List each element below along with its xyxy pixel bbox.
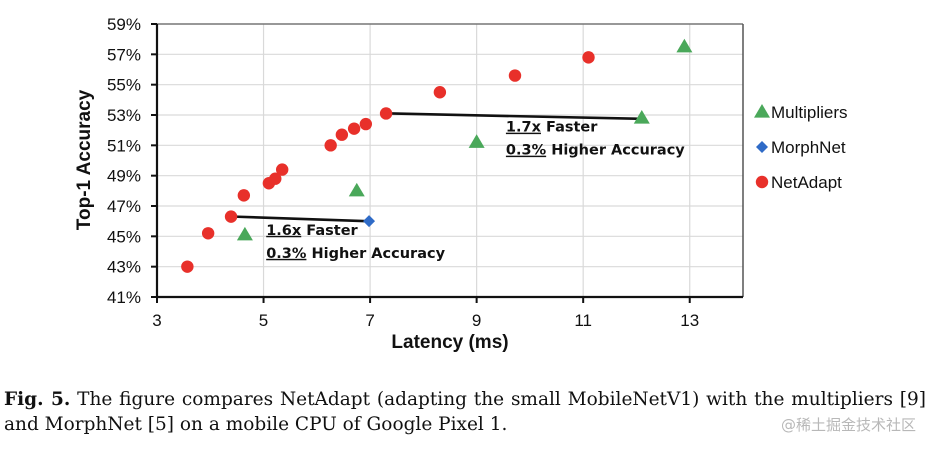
annotation-accuracy: 0.3% Higher Accuracy bbox=[266, 246, 445, 262]
y-tick-label: 45% bbox=[107, 227, 141, 246]
annotation-speedup-text: Faster bbox=[541, 120, 598, 136]
netadapt-point bbox=[275, 163, 289, 176]
annotation-speedup-value: 1.6x bbox=[266, 223, 302, 239]
x-tick-label: 13 bbox=[680, 311, 699, 330]
x-axis: 3 5 7 9 11 13 bbox=[152, 297, 699, 330]
annotation-accuracy-value: 0.3% bbox=[266, 246, 307, 262]
multipliers-legend-marker bbox=[754, 104, 770, 118]
netadapt-point bbox=[379, 107, 393, 120]
multipliers-point bbox=[633, 110, 650, 124]
annotation-speedup-text: Faster bbox=[301, 223, 358, 239]
y-tick-label: 53% bbox=[107, 106, 141, 125]
series-netadapt bbox=[181, 51, 595, 273]
netadapt-point bbox=[324, 139, 337, 152]
netadapt-point bbox=[201, 227, 215, 240]
watermark: @稀土掘金技术社区 bbox=[780, 416, 916, 434]
netadapt-point bbox=[433, 86, 447, 99]
grid-lines bbox=[157, 24, 743, 297]
x-tick-label: 5 bbox=[259, 311, 268, 330]
annotation-accuracy-text: Higher Accuracy bbox=[306, 246, 445, 262]
annotation-speedup: 1.7x Faster bbox=[506, 120, 598, 136]
netadapt-point bbox=[269, 172, 282, 185]
annotation-arrow bbox=[227, 212, 368, 223]
netadapt-point bbox=[237, 189, 251, 202]
netadapt-point bbox=[224, 210, 238, 223]
legend-item-netadapt: NetAdapt bbox=[755, 173, 842, 192]
netadapt-point bbox=[582, 51, 595, 64]
y-tick-label: 51% bbox=[107, 136, 141, 155]
netadapt-point bbox=[335, 128, 349, 141]
series-multipliers bbox=[236, 38, 693, 241]
legend: Multipliers MorphNet NetAdapt bbox=[754, 103, 848, 192]
multipliers-point bbox=[348, 182, 365, 197]
y-axis-title: Top-1 Accuracy bbox=[74, 89, 95, 230]
y-tick-label: 41% bbox=[107, 288, 141, 307]
multipliers-point bbox=[676, 38, 693, 53]
data-points bbox=[181, 38, 693, 273]
legend-label: MorphNet bbox=[771, 138, 846, 157]
caption-text: The figure compares NetAdapt (adapting t… bbox=[4, 389, 926, 435]
legend-label: NetAdapt bbox=[771, 173, 842, 192]
figure-caption: Fig. 5. The figure compares NetAdapt (ad… bbox=[4, 387, 926, 437]
x-tick-label: 7 bbox=[365, 311, 374, 330]
plot-frame bbox=[155, 23, 744, 299]
morphnet-point bbox=[363, 215, 376, 228]
x-axis-title: Latency (ms) bbox=[391, 332, 508, 353]
legend-item-morphnet: MorphNet bbox=[756, 138, 846, 157]
legend-item-multipliers: Multipliers bbox=[754, 103, 848, 122]
multipliers-point bbox=[468, 134, 485, 148]
annotation-accuracy-value: 0.3% bbox=[506, 143, 547, 159]
legend-label: Multipliers bbox=[771, 103, 848, 122]
series-morphnet bbox=[363, 215, 376, 228]
annotation-speedup: 1.6x Faster bbox=[266, 223, 358, 239]
netadapt-point bbox=[508, 69, 522, 82]
x-tick-label: 9 bbox=[472, 311, 481, 330]
annotation-arrow bbox=[383, 109, 640, 121]
netadapt-legend-marker bbox=[755, 175, 769, 189]
y-tick-label: 43% bbox=[107, 258, 141, 277]
morphnet-legend-marker bbox=[756, 141, 768, 153]
netadapt-point bbox=[347, 122, 361, 135]
y-tick-label: 57% bbox=[107, 45, 141, 64]
figure-label: Fig. 5. bbox=[4, 389, 71, 410]
y-tick-label: 59% bbox=[107, 15, 141, 34]
y-tick-label: 55% bbox=[107, 76, 141, 95]
annotation-accuracy: 0.3% Higher Accuracy bbox=[506, 143, 685, 159]
multipliers-point bbox=[236, 226, 253, 241]
netadapt-point bbox=[181, 260, 194, 273]
annotation-speedup-value: 1.7x bbox=[506, 120, 542, 136]
annotation-accuracy-text: Higher Accuracy bbox=[546, 143, 685, 159]
y-axis: 41% 43% 45% 47% 49% 51% 53% 55% 57% 59% bbox=[107, 15, 157, 307]
y-tick-label: 49% bbox=[107, 167, 141, 186]
scatter-chart: 41%43%45%47%49%51%53%55%57%59% 3 5 7 9 11 13 … bbox=[74, 15, 848, 353]
netadapt-point bbox=[359, 117, 373, 131]
y-tick-label: 47% bbox=[107, 197, 141, 216]
x-tick-label: 3 bbox=[152, 311, 161, 330]
x-tick-label: 11 bbox=[574, 311, 592, 330]
